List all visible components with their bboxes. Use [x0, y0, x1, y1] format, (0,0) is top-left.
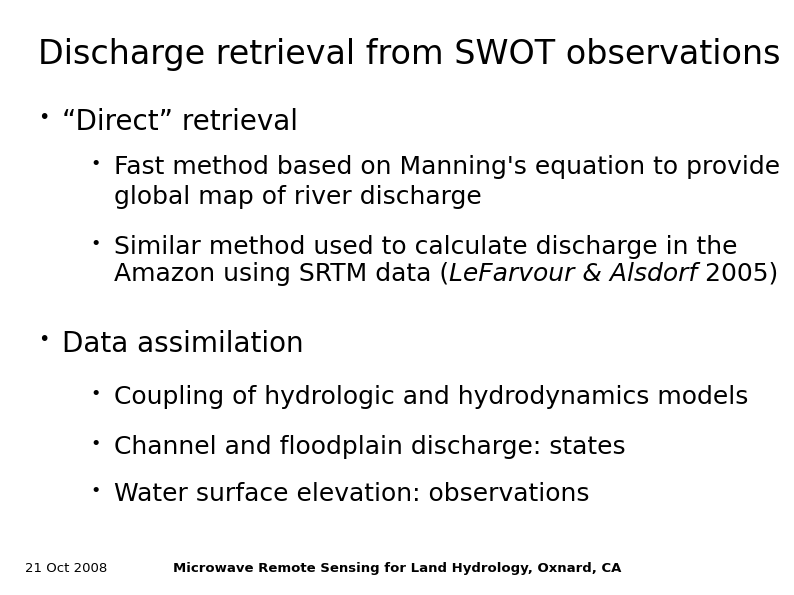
Text: Data assimilation: Data assimilation: [62, 330, 303, 358]
Text: •: •: [38, 108, 49, 127]
Text: LeFarvour & Alsdorf: LeFarvour & Alsdorf: [449, 262, 697, 286]
Text: •: •: [90, 385, 100, 403]
Text: 21 Oct 2008: 21 Oct 2008: [25, 562, 107, 575]
Text: •: •: [90, 155, 100, 173]
Text: •: •: [38, 330, 49, 349]
Text: •: •: [90, 482, 100, 500]
Text: Water surface elevation: observations: Water surface elevation: observations: [114, 482, 589, 506]
Text: Similar method used to calculate discharge in the: Similar method used to calculate dischar…: [114, 235, 738, 259]
Text: •: •: [90, 235, 100, 253]
Text: Coupling of hydrologic and hydrodynamics models: Coupling of hydrologic and hydrodynamics…: [114, 385, 749, 409]
Text: Fast method based on Manning's equation to provide
global map of river discharge: Fast method based on Manning's equation …: [114, 155, 781, 209]
Text: 2005): 2005): [697, 262, 778, 286]
Text: Discharge retrieval from SWOT observations: Discharge retrieval from SWOT observatio…: [38, 38, 781, 71]
Text: “Direct” retrieval: “Direct” retrieval: [62, 108, 298, 136]
Text: •: •: [90, 435, 100, 453]
Text: Channel and floodplain discharge: states: Channel and floodplain discharge: states: [114, 435, 626, 459]
Text: Amazon using SRTM data (: Amazon using SRTM data (: [114, 262, 449, 286]
Text: Microwave Remote Sensing for Land Hydrology, Oxnard, CA: Microwave Remote Sensing for Land Hydrol…: [173, 562, 621, 575]
